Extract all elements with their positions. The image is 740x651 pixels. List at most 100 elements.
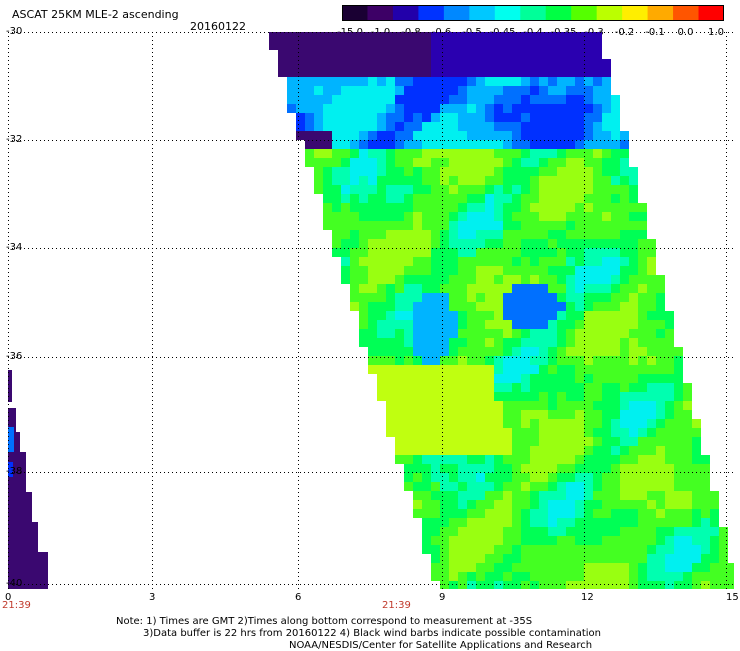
swath-pixel <box>350 257 359 266</box>
swath-pixel <box>566 212 575 221</box>
swath-pixel <box>557 419 566 428</box>
swath-pixel <box>620 338 629 347</box>
swath-pixel <box>512 536 521 545</box>
swath-pixel <box>503 230 512 239</box>
swath-pixel <box>494 365 503 374</box>
swath-pixel <box>638 302 647 311</box>
swath-pixel <box>485 464 494 473</box>
swath-pixel <box>359 50 368 59</box>
swath-pixel <box>656 464 665 473</box>
swath-pixel <box>674 437 683 446</box>
swath-pixel <box>503 275 512 284</box>
swath-pixel <box>512 401 521 410</box>
swath-pixel <box>602 554 611 563</box>
swath-pixel <box>602 374 611 383</box>
swath-pixel <box>476 221 485 230</box>
swath-pixel <box>557 113 566 122</box>
swath-pixel <box>413 185 422 194</box>
swath-pixel <box>647 347 656 356</box>
swath-pixel <box>611 509 620 518</box>
swath-pixel <box>476 176 485 185</box>
swath-pixel <box>539 545 548 554</box>
swath-pixel <box>422 140 431 149</box>
swath-pixel <box>458 554 467 563</box>
swath-pixel <box>692 545 701 554</box>
swath-pixel <box>530 554 539 563</box>
swath-pixel <box>422 122 431 131</box>
swath-pixel <box>584 122 593 131</box>
swath-pixel <box>503 446 512 455</box>
swath-pixel <box>449 482 458 491</box>
swath-pixel <box>323 86 332 95</box>
swath-pixel <box>575 113 584 122</box>
swath-pixel <box>413 140 422 149</box>
swath-pixel <box>611 374 620 383</box>
swath-pixel <box>512 446 521 455</box>
swath-pixel <box>422 374 431 383</box>
swath-pixel <box>512 212 521 221</box>
swath-pixel <box>539 95 548 104</box>
swath-pixel <box>494 113 503 122</box>
swath-pixel <box>575 266 584 275</box>
swath-pixel <box>422 158 431 167</box>
swath-pixel <box>512 311 521 320</box>
swath-pixel <box>584 41 593 50</box>
swath-pixel <box>368 302 377 311</box>
swath-pixel <box>701 554 710 563</box>
swath-pixel <box>575 185 584 194</box>
swath-pixel <box>521 302 530 311</box>
swath-pixel <box>629 473 638 482</box>
swath-pixel <box>521 239 530 248</box>
swath-pixel <box>557 140 566 149</box>
swath-pixel <box>377 392 386 401</box>
swath-pixel <box>683 464 692 473</box>
swath-pixel <box>386 77 395 86</box>
pass-time: 21:39 <box>382 600 411 611</box>
swath-pixel <box>539 437 548 446</box>
swath-pixel <box>566 131 575 140</box>
swath-pixel <box>404 95 413 104</box>
swath-pixel <box>467 338 476 347</box>
swath-pixel <box>359 248 368 257</box>
swath-pixel <box>656 536 665 545</box>
swath-pixel <box>395 275 404 284</box>
swath-pixel <box>422 266 431 275</box>
swath-pixel <box>638 482 647 491</box>
swath-pixel <box>593 59 602 68</box>
swath-pixel <box>638 248 647 257</box>
swath-pixel <box>602 185 611 194</box>
swath-pixel <box>395 419 404 428</box>
swath-pixel <box>575 311 584 320</box>
swath-pixel <box>593 500 602 509</box>
swath-pixel <box>647 338 656 347</box>
swath-pixel <box>521 221 530 230</box>
swath-pixel <box>377 266 386 275</box>
swath-pixel <box>404 131 413 140</box>
colorbar-tick-label: -0.1 <box>645 27 665 38</box>
swath-pixel <box>503 581 512 589</box>
swath-pixel <box>503 383 512 392</box>
swath-pixel <box>521 581 530 589</box>
swath-pixel <box>584 68 593 77</box>
swath-pixel <box>494 140 503 149</box>
swath-pixel <box>350 221 359 230</box>
swath-pixel <box>422 284 431 293</box>
swath-pixel <box>539 536 548 545</box>
swath-pixel <box>485 41 494 50</box>
swath-pixel <box>431 392 440 401</box>
swath-pixel <box>458 356 467 365</box>
swath-pixel <box>647 581 656 589</box>
swath-pixel <box>629 266 638 275</box>
swath-pixel <box>458 212 467 221</box>
swath-pixel <box>593 248 602 257</box>
swath-pixel <box>557 455 566 464</box>
swath-pixel <box>341 194 350 203</box>
swath-pixel <box>449 41 458 50</box>
swath-pixel <box>305 59 314 68</box>
swath-pixel <box>656 509 665 518</box>
swath-pixel <box>503 140 512 149</box>
swath-pixel <box>575 500 584 509</box>
swath-pixel <box>485 356 494 365</box>
swath-pixel <box>458 419 467 428</box>
swath-pixel <box>557 464 566 473</box>
